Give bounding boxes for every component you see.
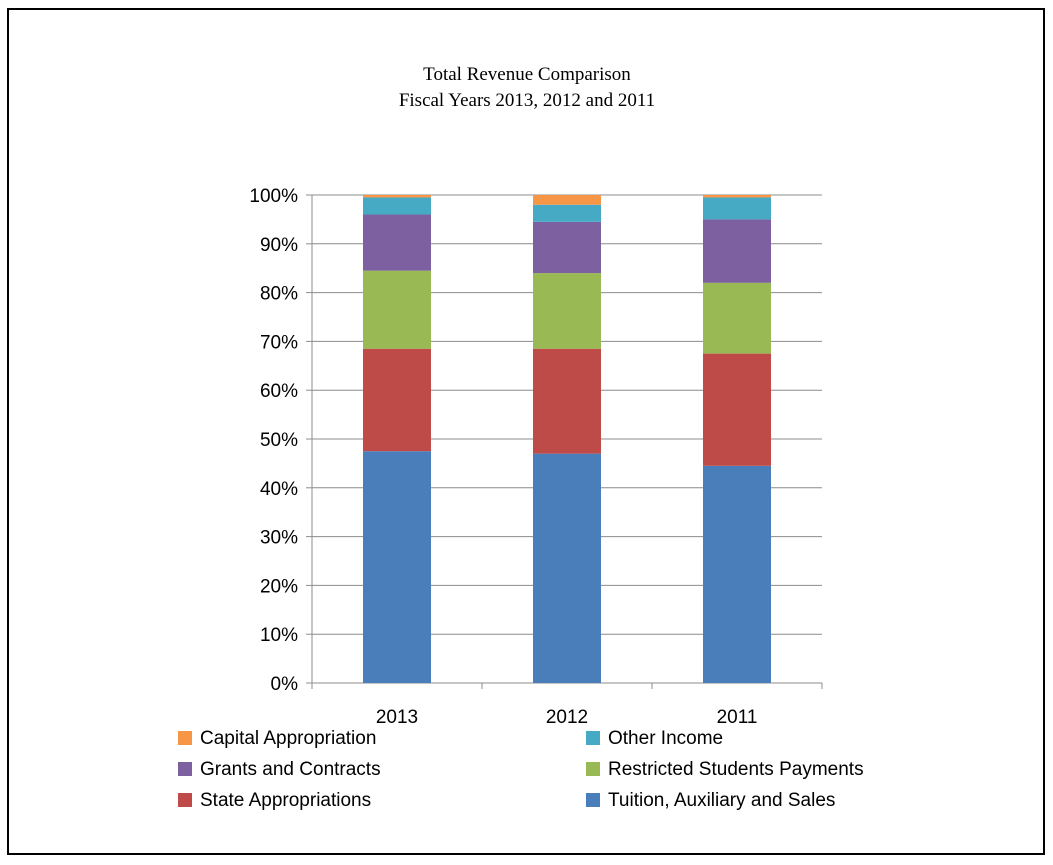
bar-segment-restricted-students-payments-2013 xyxy=(363,270,431,349)
bar-segment-state-appropriations-2011 xyxy=(703,353,771,466)
bar-segment-tuition-auxiliary-and-sales-2012 xyxy=(533,453,601,683)
y-tick-label: 100% xyxy=(249,186,298,207)
y-tick-label: 70% xyxy=(260,332,298,353)
bar-segment-restricted-students-payments-2012 xyxy=(533,273,601,349)
chart-title: Total Revenue Comparison xyxy=(423,64,631,85)
chart-frame: Total Revenue Comparison Fiscal Years 20… xyxy=(7,8,1045,855)
y-tick-label: 90% xyxy=(260,235,298,256)
chart-title-block: Total Revenue Comparison Fiscal Years 20… xyxy=(9,62,1045,114)
y-tick-label: 10% xyxy=(260,625,298,646)
bar-segment-restricted-students-payments-2011 xyxy=(703,282,771,354)
legend-swatch xyxy=(586,793,600,807)
bar-segment-capital-appropriation-2012 xyxy=(533,195,601,205)
y-tick-label: 40% xyxy=(260,479,298,500)
legend-item-label: Restricted Students Payments xyxy=(608,759,864,780)
bar-segment-grants-and-contracts-2011 xyxy=(703,219,771,283)
legend-swatch xyxy=(586,731,600,745)
legend-swatch xyxy=(586,762,600,776)
legend-item-label: Grants and Contracts xyxy=(200,759,381,780)
legend-swatch xyxy=(178,762,192,776)
bar-segment-other-income-2012 xyxy=(533,204,601,222)
bar-segment-grants-and-contracts-2013 xyxy=(363,214,431,271)
bar-segment-tuition-auxiliary-and-sales-2011 xyxy=(703,465,771,683)
legend-item-label: Capital Appropriation xyxy=(200,728,376,749)
x-category-label: 2013 xyxy=(376,707,418,728)
x-category-label: 2012 xyxy=(546,707,588,728)
bar-segment-other-income-2011 xyxy=(703,197,771,220)
y-tick-label: 60% xyxy=(260,381,298,402)
y-tick-label: 50% xyxy=(260,430,298,451)
y-tick-label: 20% xyxy=(260,576,298,597)
x-category-label: 2011 xyxy=(717,707,758,728)
legend-swatch xyxy=(178,731,192,745)
legend-item-label: Other Income xyxy=(608,728,723,749)
bar-segment-state-appropriations-2013 xyxy=(363,348,431,452)
bar-segment-capital-appropriation-2011 xyxy=(703,195,771,198)
legend-swatch xyxy=(178,793,192,807)
y-tick-label: 0% xyxy=(271,674,299,695)
y-tick-label: 80% xyxy=(260,284,298,305)
y-tick-label: 30% xyxy=(260,528,298,549)
legend-item-label: Tuition, Auxiliary and Sales xyxy=(608,790,835,811)
bar-segment-capital-appropriation-2013 xyxy=(363,195,431,198)
bar-segment-state-appropriations-2012 xyxy=(533,348,601,454)
bar-segment-tuition-auxiliary-and-sales-2013 xyxy=(363,451,431,683)
bar-segment-other-income-2013 xyxy=(363,197,431,215)
chart-subtitle: Fiscal Years 2013, 2012 and 2011 xyxy=(398,90,656,111)
bar-segment-grants-and-contracts-2012 xyxy=(533,221,601,274)
legend-item-label: State Appropriations xyxy=(200,790,371,811)
